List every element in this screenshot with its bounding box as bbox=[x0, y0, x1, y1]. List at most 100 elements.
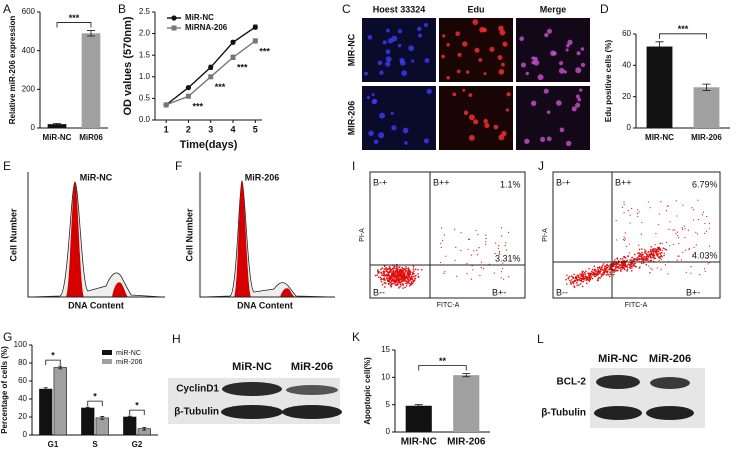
legend-swatch bbox=[102, 359, 112, 364]
event bbox=[639, 266, 641, 268]
event bbox=[596, 273, 599, 275]
event bbox=[616, 258, 619, 260]
event bbox=[387, 277, 390, 280]
event bbox=[675, 200, 677, 202]
event bbox=[691, 207, 693, 209]
event bbox=[640, 258, 643, 260]
event bbox=[651, 269, 653, 271]
event bbox=[579, 279, 581, 282]
cell bbox=[575, 94, 580, 99]
event bbox=[401, 276, 404, 278]
event bbox=[445, 255, 447, 257]
error-bar bbox=[43, 387, 48, 391]
event bbox=[385, 276, 388, 278]
event bbox=[600, 275, 603, 278]
percentage: 1.1% bbox=[500, 179, 521, 189]
event bbox=[644, 249, 646, 251]
event bbox=[406, 278, 409, 280]
panel-letter: I bbox=[352, 159, 355, 173]
event bbox=[659, 255, 661, 258]
cell bbox=[472, 19, 479, 26]
event bbox=[414, 277, 416, 280]
event bbox=[690, 266, 692, 268]
x-tick-label: MIR-206 bbox=[447, 437, 486, 448]
event bbox=[629, 267, 632, 270]
event bbox=[610, 273, 612, 276]
histogram-title: MiR-NC bbox=[80, 172, 113, 182]
event bbox=[403, 278, 406, 281]
event bbox=[620, 270, 622, 272]
event bbox=[621, 262, 623, 264]
event bbox=[595, 272, 597, 274]
event bbox=[632, 263, 634, 265]
cell bbox=[462, 88, 466, 92]
event bbox=[663, 252, 665, 254]
event bbox=[635, 257, 638, 260]
cell bbox=[468, 93, 473, 97]
x-axis-label: DNA Content bbox=[237, 300, 293, 310]
y-axis-label: Percentage of cells (%) bbox=[0, 346, 9, 434]
event bbox=[688, 249, 690, 251]
panel-e: E MiR-NC Cell Number DNA Content bbox=[3, 159, 165, 310]
event bbox=[638, 258, 641, 260]
event bbox=[607, 273, 610, 276]
event bbox=[684, 228, 686, 230]
cell bbox=[520, 62, 527, 68]
protein-label: CyclinD1 bbox=[176, 384, 219, 395]
event bbox=[389, 277, 391, 280]
event bbox=[636, 212, 639, 215]
event bbox=[623, 204, 625, 206]
event bbox=[400, 272, 402, 274]
significance-bracket bbox=[418, 365, 467, 371]
event bbox=[665, 241, 668, 244]
event bbox=[655, 248, 657, 250]
event bbox=[652, 251, 655, 253]
y-tick-label: 40 bbox=[622, 60, 631, 69]
event bbox=[708, 222, 710, 224]
event bbox=[495, 242, 497, 244]
event bbox=[632, 259, 635, 261]
cell bbox=[546, 136, 552, 142]
panel-letter: J bbox=[538, 159, 544, 173]
event bbox=[628, 266, 630, 269]
event bbox=[665, 249, 668, 251]
event bbox=[626, 268, 629, 271]
cell bbox=[483, 118, 488, 124]
event bbox=[626, 264, 628, 267]
event bbox=[384, 286, 386, 288]
x-tick-label: G2 bbox=[132, 440, 143, 449]
event bbox=[442, 240, 444, 242]
event bbox=[605, 270, 607, 272]
cell bbox=[498, 69, 505, 75]
event bbox=[631, 267, 633, 269]
event bbox=[497, 247, 499, 249]
event bbox=[662, 247, 665, 249]
event bbox=[623, 212, 625, 214]
panel-letter: F bbox=[175, 159, 182, 173]
event bbox=[633, 258, 636, 261]
event bbox=[696, 233, 699, 235]
event bbox=[573, 273, 575, 276]
event bbox=[408, 280, 410, 282]
event bbox=[406, 282, 408, 285]
event bbox=[645, 263, 648, 266]
event bbox=[621, 257, 624, 260]
micrograph bbox=[439, 86, 513, 150]
event bbox=[391, 267, 394, 270]
event bbox=[631, 256, 633, 259]
legend-swatch bbox=[102, 350, 112, 355]
event bbox=[385, 270, 388, 272]
event bbox=[642, 256, 645, 258]
events bbox=[374, 227, 510, 289]
event bbox=[678, 236, 680, 239]
event bbox=[627, 263, 630, 266]
event bbox=[602, 273, 604, 276]
event bbox=[503, 278, 505, 280]
event bbox=[475, 229, 477, 232]
event bbox=[392, 270, 395, 272]
event bbox=[705, 230, 708, 232]
row-label: MIR-206 bbox=[346, 101, 356, 136]
event bbox=[444, 271, 446, 273]
event bbox=[392, 279, 395, 281]
event bbox=[654, 244, 656, 246]
